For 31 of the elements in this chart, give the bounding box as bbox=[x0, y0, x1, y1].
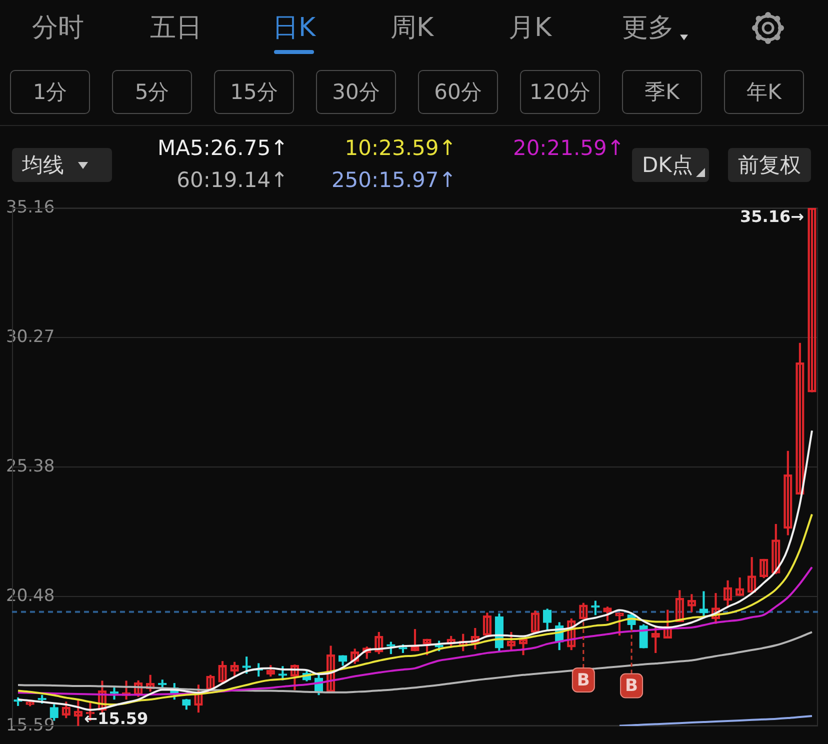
text: 60:19.14↑ bbox=[176, 167, 288, 194]
text: 年K bbox=[724, 70, 804, 114]
text: 分时 bbox=[32, 12, 84, 45]
text: 1分 bbox=[10, 70, 90, 114]
text: MA5:26.75↑ bbox=[156, 135, 288, 162]
annotation: ←15.59 bbox=[84, 709, 148, 728]
text: 20:21.59↑ bbox=[512, 135, 624, 162]
text: 均线 bbox=[12, 148, 112, 182]
text: 30分 bbox=[316, 70, 396, 114]
text: 15分 bbox=[214, 70, 294, 114]
y-tick-label: 30.27 bbox=[6, 326, 55, 347]
text: 月K bbox=[508, 12, 552, 45]
annotation: 35.16→ bbox=[740, 207, 804, 226]
text: 前复权 bbox=[728, 148, 811, 182]
y-tick-label: 20.48 bbox=[6, 586, 55, 606]
candlestick bbox=[808, 208, 816, 392]
text: B bbox=[576, 670, 590, 690]
text: DK点 bbox=[632, 148, 709, 182]
text: 周K bbox=[390, 12, 434, 45]
series-label: B bbox=[625, 676, 638, 696]
y-tick-label: 25.38 bbox=[6, 456, 55, 476]
text: 120分 bbox=[520, 70, 600, 114]
text: 日K bbox=[272, 12, 316, 45]
text: 60分 bbox=[418, 70, 498, 114]
line-series bbox=[618, 714, 813, 726]
text: 五日 bbox=[150, 12, 202, 45]
text: 季K bbox=[622, 70, 702, 114]
text: 10:23.59↑ bbox=[344, 135, 456, 162]
text: 250:15.97↑ bbox=[330, 167, 456, 194]
text: 更多 bbox=[622, 12, 674, 45]
text: 5分 bbox=[112, 70, 192, 114]
